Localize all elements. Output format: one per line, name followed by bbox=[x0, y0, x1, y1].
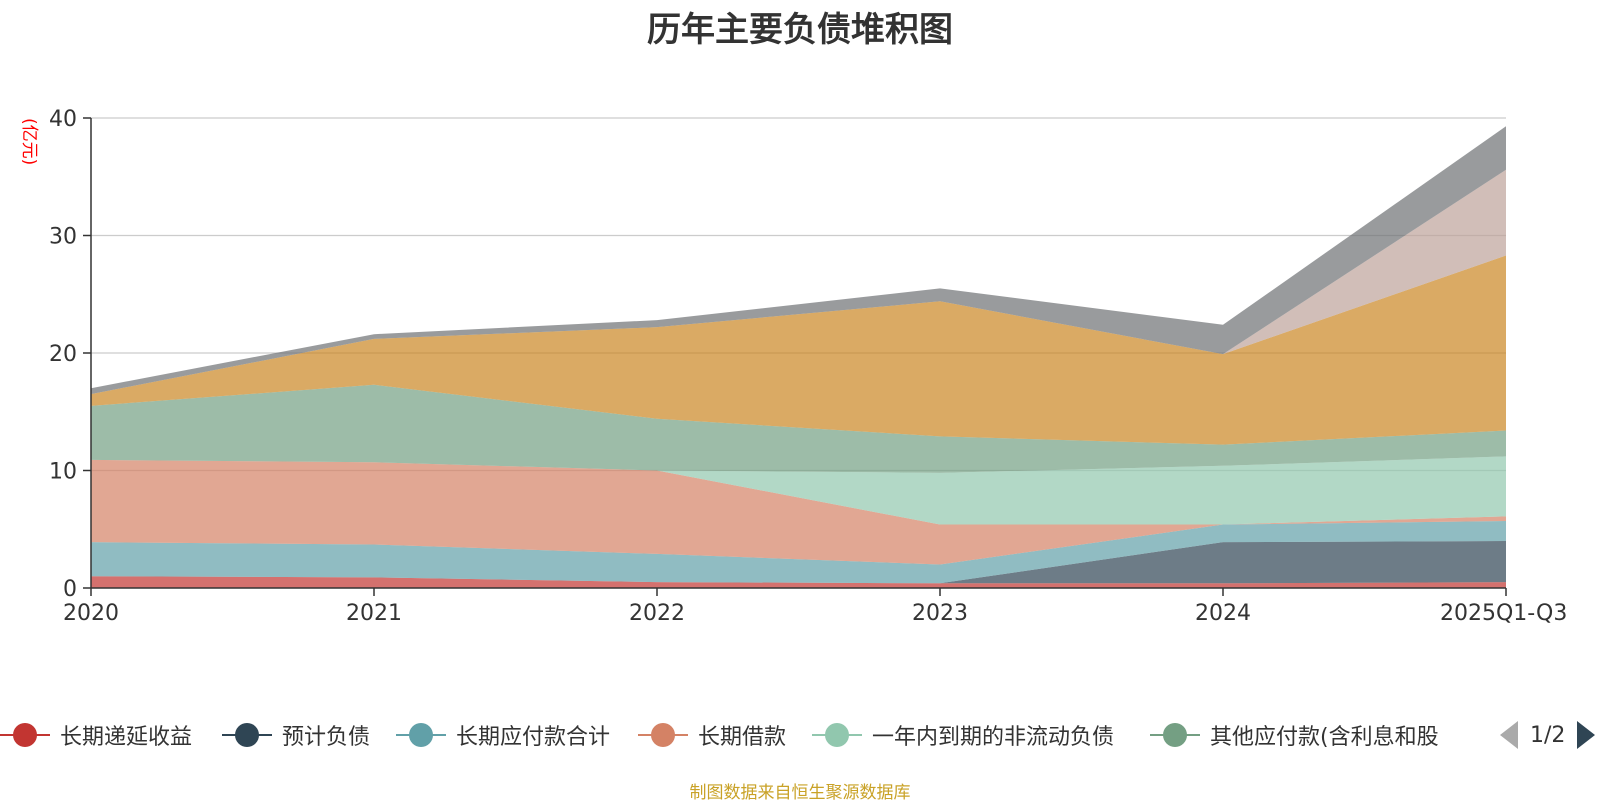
y-tick-label: 20 bbox=[49, 342, 77, 367]
legend-label: 预计负债 bbox=[282, 725, 371, 750]
legend-marker-icon bbox=[396, 723, 446, 747]
legend-item[interactable]: 长期递延收益 bbox=[0, 715, 192, 755]
y-tick-label: 10 bbox=[49, 460, 77, 485]
y-tick-label: 0 bbox=[63, 577, 77, 602]
legend-item[interactable]: 长期应付款合计 bbox=[396, 715, 610, 755]
x-tick-label: 2024 bbox=[1195, 601, 1251, 626]
x-tick-label: 2025Q1-Q3 bbox=[1440, 601, 1567, 626]
area-series-7[interactable] bbox=[91, 255, 1506, 445]
area-series-9[interactable] bbox=[91, 126, 1506, 395]
legend-marker-icon bbox=[812, 723, 862, 747]
x-tick-label: 2022 bbox=[629, 601, 685, 626]
legend-next-page-icon[interactable] bbox=[1577, 721, 1596, 749]
legend-marker-icon bbox=[222, 723, 272, 747]
area-series-4[interactable] bbox=[91, 459, 1506, 565]
x-tick-label: 2021 bbox=[346, 601, 402, 626]
legend-label: 一年内到期的非流动负债 bbox=[872, 725, 1115, 750]
area-series-3[interactable] bbox=[91, 521, 1506, 584]
legend-label: 长期递延收益 bbox=[60, 725, 193, 750]
legend-item[interactable]: 预计负债 bbox=[222, 715, 370, 755]
area-series-1[interactable] bbox=[91, 576, 1506, 588]
legend-label: 其他应付款(含利息和股 bbox=[1210, 725, 1439, 750]
legend-pager: 1/2 bbox=[1500, 715, 1596, 755]
axes: 0 10 20 30 40 2020 2021 2022 2023 2024 2025Q1-Q3 bbox=[49, 107, 1567, 626]
legend-marker-icon bbox=[638, 723, 688, 747]
legend-page-indicator: 1/2 bbox=[1530, 722, 1566, 748]
legend-item[interactable]: 一年内到期的非流动负债 bbox=[812, 715, 1114, 755]
y-tick-label: 30 bbox=[49, 225, 77, 250]
y-axis-unit-label: (亿元) bbox=[19, 118, 39, 166]
legend-prev-page-icon[interactable] bbox=[1500, 721, 1518, 749]
legend: 长期递延收益 预计负债 长期应付款合计 长期借款 一年内到期的非流动负债 其他应付款(含利… bbox=[0, 715, 1600, 755]
y-tick-label: 40 bbox=[49, 107, 77, 132]
area-series-6[interactable] bbox=[91, 384, 1506, 473]
area-series-5[interactable] bbox=[91, 456, 1506, 525]
area-series-group bbox=[91, 126, 1506, 588]
data-source-note: 制图数据来自恒生聚源数据库 bbox=[689, 783, 911, 803]
legend-label: 长期借款 bbox=[698, 725, 787, 750]
chart-plot: 0 10 20 30 40 2020 2021 2022 2023 2024 2025Q1-Q3 bbox=[49, 107, 1567, 626]
legend-marker-icon bbox=[0, 723, 50, 747]
legend-item[interactable]: 长期借款 bbox=[638, 715, 786, 755]
x-tick-label: 2023 bbox=[912, 601, 968, 626]
legend-label: 长期应付款合计 bbox=[456, 725, 611, 750]
chart-title: 历年主要负债堆积图 bbox=[647, 10, 953, 50]
area-series-2[interactable] bbox=[91, 541, 1506, 584]
legend-item[interactable]: 其他应付款(含利息和股 bbox=[1150, 715, 1439, 755]
x-tick-label: 2020 bbox=[63, 601, 119, 626]
legend-marker-icon bbox=[1150, 723, 1200, 747]
